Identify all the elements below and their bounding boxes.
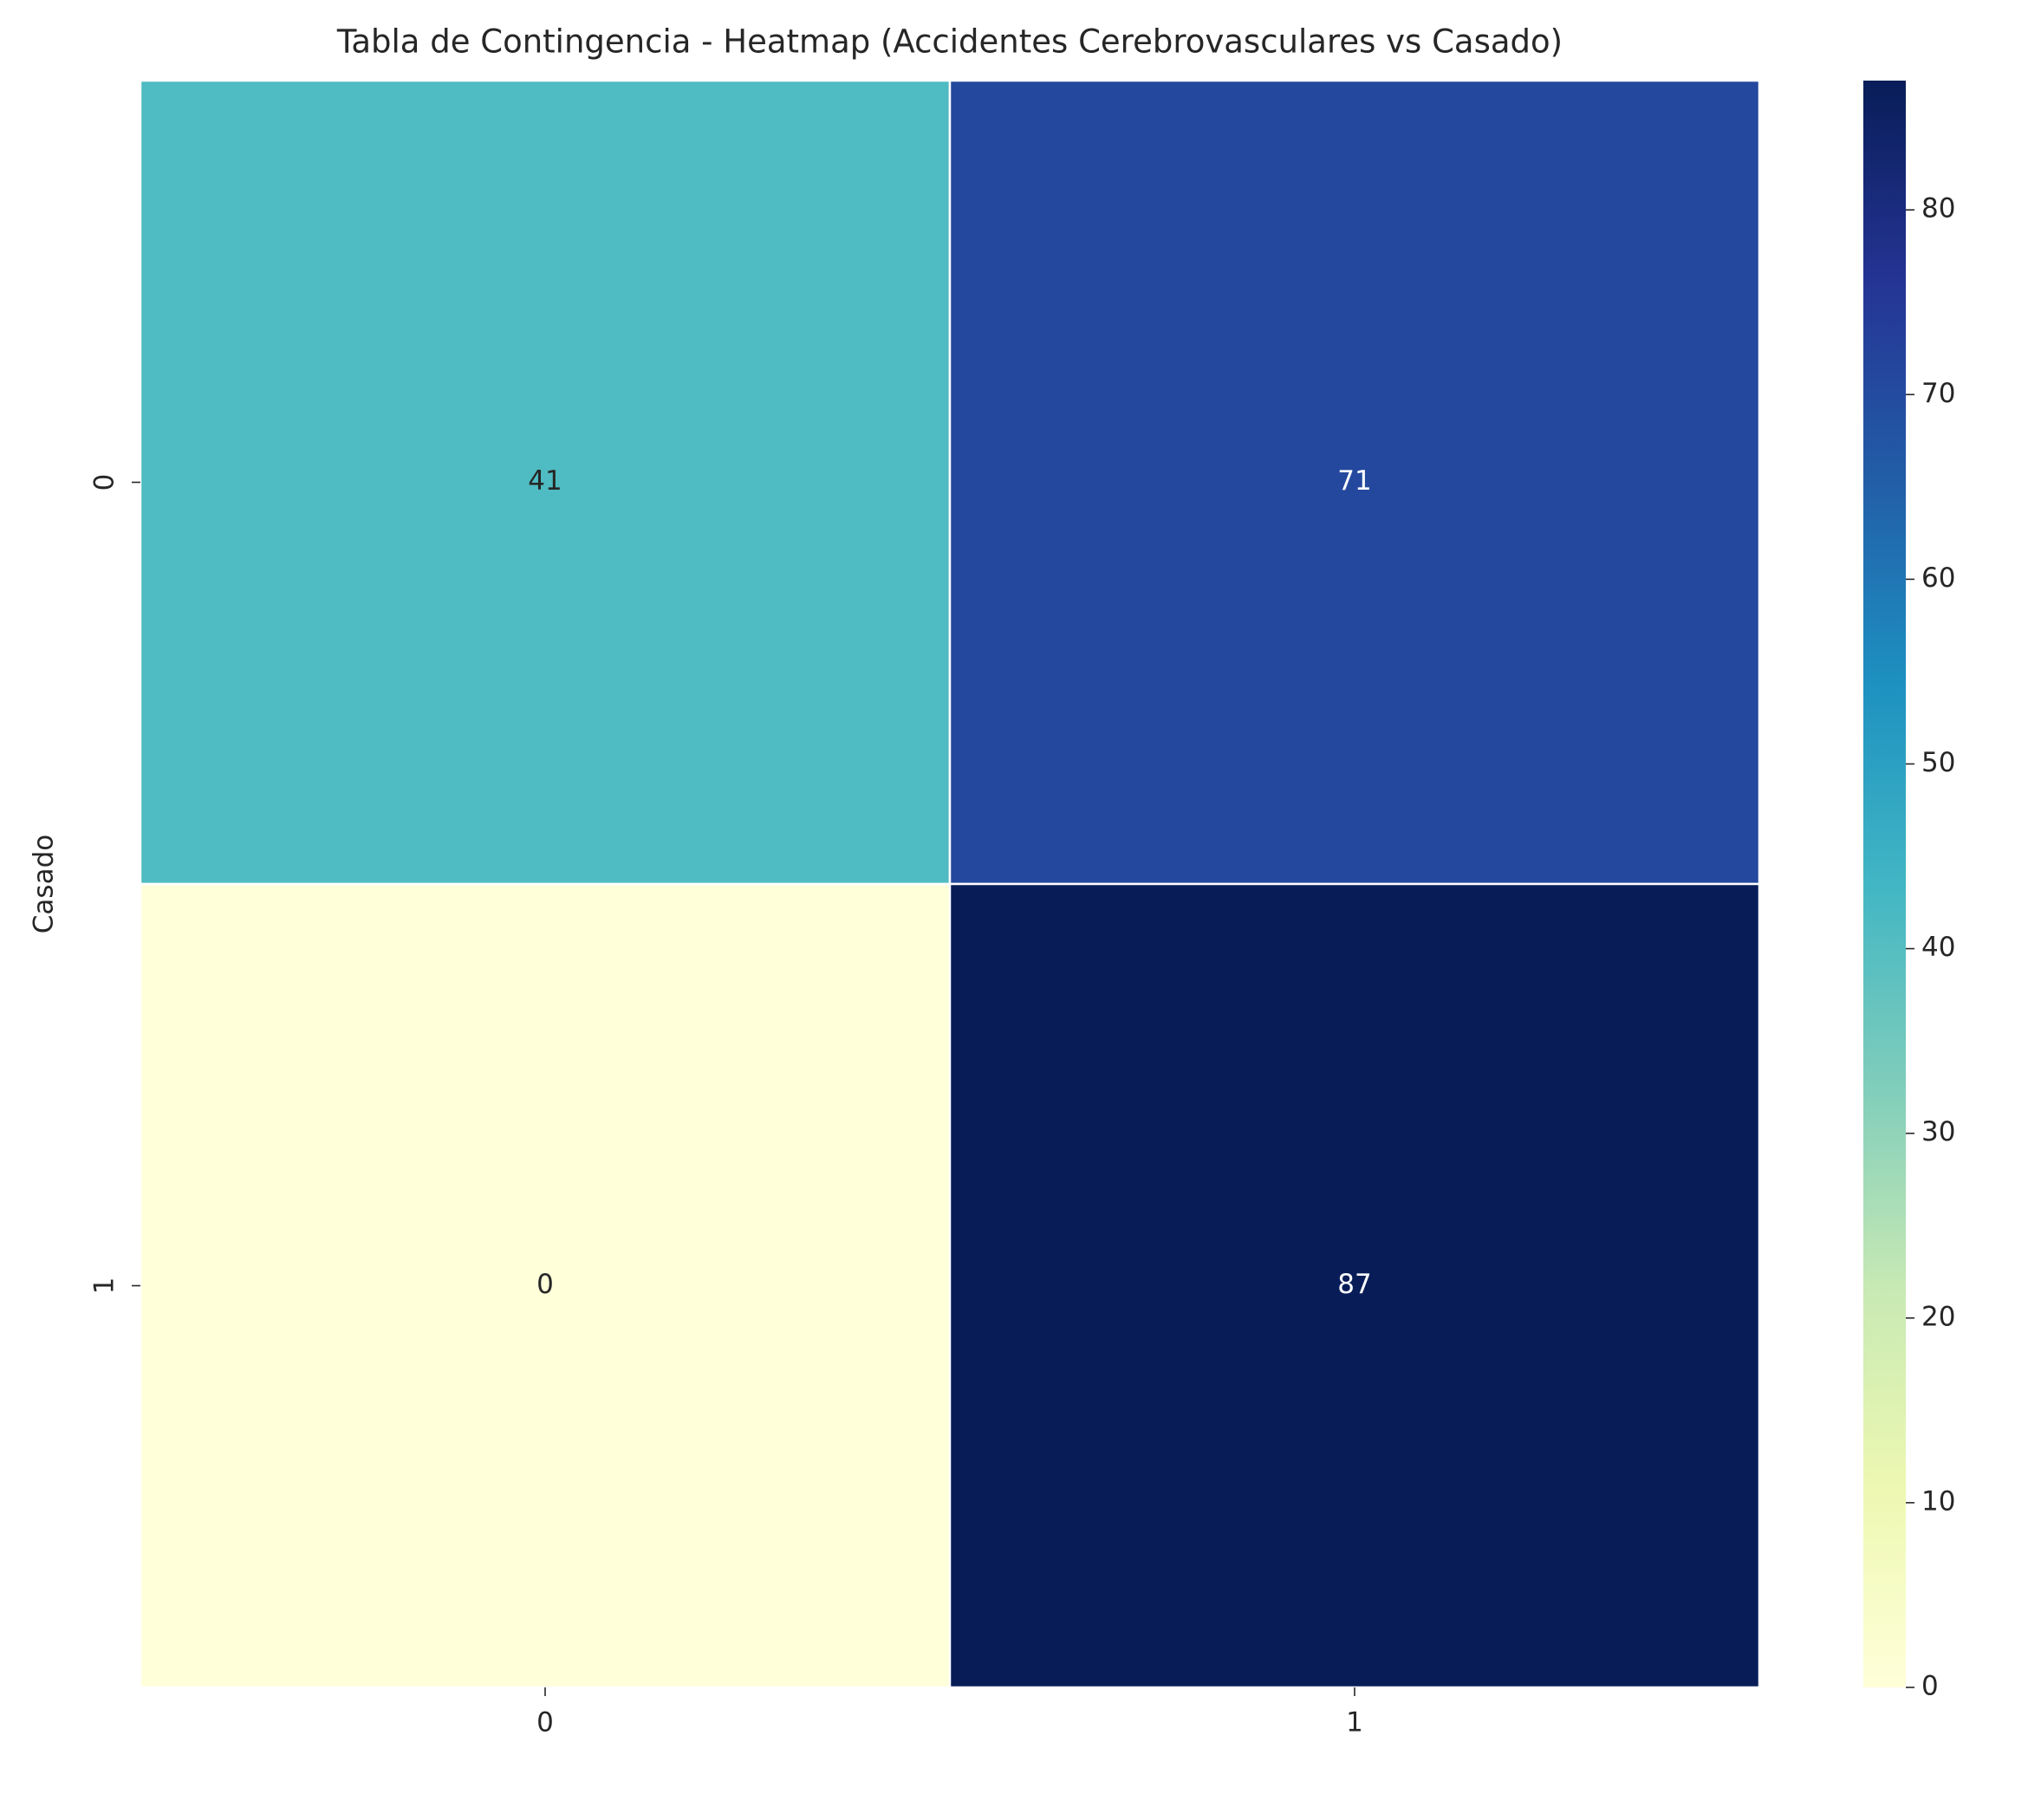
heatmap-cell	[948, 882, 1761, 1689]
colorbar-tick-label: 20	[1921, 1301, 1955, 1332]
cell-label: 87	[1337, 1269, 1371, 1300]
x-tick-label: 0	[536, 1707, 554, 1739]
heatmap-cell	[139, 79, 952, 886]
colorbar-tick-label: 10	[1921, 1485, 1955, 1517]
colorbar	[1863, 81, 1906, 1687]
chart-title: Tabla de Contingencia - Heatmap (Acciden…	[336, 23, 1563, 61]
colorbar-tick-label: 40	[1921, 932, 1955, 963]
colorbar-tick-label: 70	[1921, 378, 1955, 409]
cell-label: 41	[528, 465, 562, 497]
cell-label: 71	[1337, 465, 1371, 497]
colorbar-tick-label: 0	[1921, 1671, 1939, 1702]
y-tick-label: 1	[89, 1277, 120, 1295]
cell-label: 0	[536, 1269, 554, 1300]
x-tick-label: 1	[1346, 1707, 1363, 1739]
y-axis-label: Casado	[29, 835, 60, 933]
heatmap-cell	[948, 79, 1761, 886]
colorbar-tick-label: 50	[1921, 747, 1955, 778]
colorbar-tick-label: 30	[1921, 1116, 1955, 1147]
colorbar-tick-label: 60	[1921, 562, 1955, 594]
heatmap-cell	[139, 882, 952, 1689]
colorbar-tick-label: 80	[1921, 193, 1955, 224]
y-tick-label: 0	[89, 474, 120, 491]
